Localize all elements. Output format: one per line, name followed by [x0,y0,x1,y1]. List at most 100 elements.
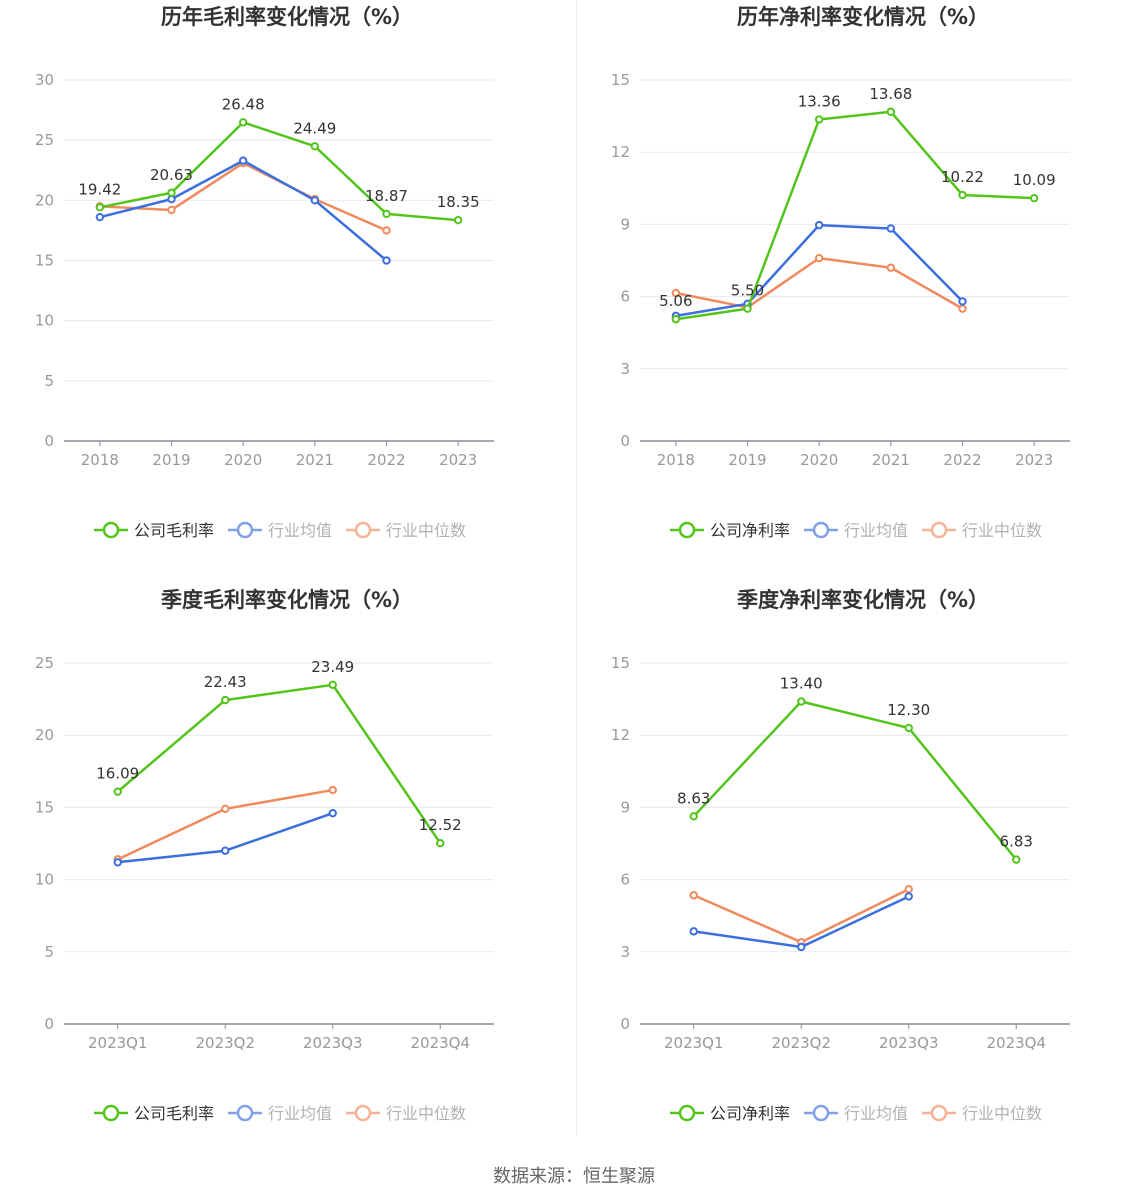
series-line-industry_median [693,888,910,944]
y-tick-label: 0 [44,1015,54,1033]
x-tick-label: 2023Q2 [771,1034,831,1052]
legend-item-industry_avg[interactable]: 行业均值 [804,521,908,540]
data-point-company [671,315,681,324]
x-tick-label: 2019 [728,451,766,469]
y-tick-label: 15 [35,252,54,270]
data-point-industry_median [814,253,824,263]
x-tick-label: 2020 [224,451,262,469]
series-line-company [116,683,442,844]
y-tick-label: 25 [35,131,54,149]
data-point-industry_avg [814,220,824,230]
chart-quarterly-gross-margin: 季度毛利率变化情况（%） 0 5 10 15 20 25 2023Q1 2023Q2 2023Q3… [35,588,494,1123]
data-label: 6.83 [1000,833,1033,851]
y-tick-label: 20 [35,726,54,744]
legend-marker-icon [236,521,254,539]
data-point-industry_avg [310,196,320,205]
data-point-company [238,118,248,127]
data-label: 19.42 [78,180,121,198]
chart-quarterly-net-margin: 季度净利率变化情况（%） 0 3 6 9 12 15 2023Q1 2023Q2 2023Q3 20… [611,588,1070,1123]
source-note: 数据来源：恒生聚源 [493,1166,655,1187]
data-point-industry_median [382,226,391,235]
chart-panel-quarterly-net-margin: 季度净利率变化情况（%） 0 3 6 9 12 15 2023Q1 2023Q2 2023Q3 20… [576,583,1148,1163]
y-tick-label: 6 [620,288,630,306]
data-point-company [95,203,105,212]
data-point-industry_avg [238,156,248,165]
data-point-company [958,190,967,200]
data-label: 10.22 [941,168,984,186]
x-tick-label: 2021 [296,451,334,469]
legend-label: 行业均值 [268,1104,332,1123]
legend-label: 公司净利率 [710,1104,790,1123]
legend-marker-icon [354,521,372,539]
legend-label: 行业均值 [844,1104,908,1123]
x-tick-label: 2018 [81,451,119,469]
y-tick-label: 15 [611,654,630,672]
legend-item-industry_avg[interactable]: 行业均值 [804,1104,908,1123]
panel-divider [576,0,577,1135]
y-tick-label: 30 [35,71,54,89]
data-point-company [689,812,698,821]
data-point-company [814,115,824,124]
data-point-industry_avg [689,927,698,936]
chart-annual-net-margin: 历年净利率变化情况（%） 0 3 6 9 12 15 2018 2019 2020 2021 2022… [611,5,1070,540]
data-label: 12.52 [419,816,462,834]
legend-label: 行业均值 [844,521,908,540]
data-label: 5.06 [659,292,692,310]
y-tick-label: 20 [35,191,54,209]
y-tick-label: 25 [35,654,54,672]
legend-marker-icon [930,1104,948,1122]
x-tick-label: 2022 [943,451,981,469]
x-tick-label: 2023Q1 [664,1034,724,1052]
data-label: 22.43 [204,673,247,691]
legend-marker-icon [812,521,830,539]
legend-item-industry_median[interactable]: 行业中位数 [346,521,466,540]
legend-item-industry_avg[interactable]: 行业均值 [228,1104,332,1123]
legend-marker-icon [930,521,948,539]
legend-label: 行业中位数 [386,521,466,540]
data-point-industry_median [671,288,681,298]
legend-item-industry_avg[interactable]: 行业均值 [228,521,332,540]
legend-label: 行业均值 [268,521,332,540]
legend-item-company[interactable]: 公司净利率 [670,1104,790,1123]
x-tick-label: 2018 [657,451,695,469]
y-tick-label: 0 [620,432,630,450]
chart-title: 历年净利率变化情况（%） [737,5,989,29]
legend-label: 行业中位数 [962,1104,1042,1123]
y-tick-label: 10 [35,871,54,889]
data-label: 18.35 [437,193,480,211]
data-point-industry_avg [221,846,230,855]
x-tick-label: 2019 [152,451,190,469]
y-tick-label: 12 [611,726,630,744]
x-tick-label: 2021 [872,451,910,469]
data-point-industry_median [328,785,337,795]
legend-item-industry_median[interactable]: 行业中位数 [922,521,1042,540]
data-label: 24.49 [293,119,336,137]
data-point-company [167,188,176,197]
series-line-company [692,700,1018,861]
legend-marker-icon [678,521,696,539]
data-point-industry_avg [113,858,122,867]
data-point-company [1012,855,1021,864]
legend-item-industry_median[interactable]: 行业中位数 [346,1104,466,1123]
data-point-company [797,697,806,706]
y-tick-label: 12 [611,143,630,161]
legend-item-company[interactable]: 公司净利率 [670,521,790,540]
x-tick-label: 2023Q4 [986,1034,1046,1052]
x-tick-label: 2023Q4 [410,1034,470,1052]
legend-item-industry_median[interactable]: 行业中位数 [922,1104,1042,1123]
data-label: 13.68 [869,85,912,103]
data-point-industry_avg [95,212,105,222]
series-line-company [675,110,1035,321]
chart-title: 季度净利率变化情况（%） [737,588,989,612]
data-label: 23.49 [311,658,354,676]
data-label: 10.09 [1013,171,1056,189]
legend-item-company[interactable]: 公司毛利率 [94,1104,214,1123]
x-tick-label: 2023 [439,451,477,469]
y-tick-label: 3 [620,360,630,378]
x-tick-label: 2023 [1015,451,1053,469]
chart-title: 季度毛利率变化情况（%） [161,588,413,612]
x-tick-label: 2023Q2 [195,1034,255,1052]
legend-label: 行业中位数 [386,1104,466,1123]
legend-marker-icon [236,1104,254,1122]
legend-item-company[interactable]: 公司毛利率 [94,521,214,540]
